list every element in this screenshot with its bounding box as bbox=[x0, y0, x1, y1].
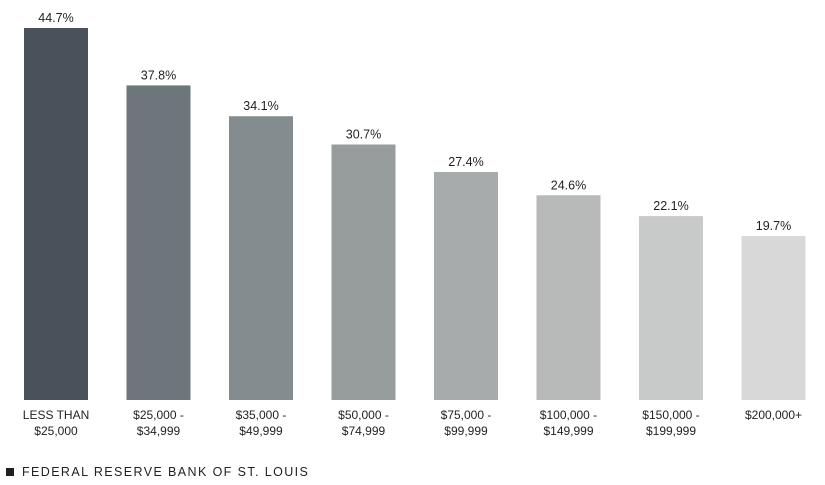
category-label-3: $50,000 - $74,999 bbox=[338, 408, 389, 438]
category-label-line: $99,999 bbox=[444, 424, 488, 438]
category-label-line: $149,999 bbox=[543, 424, 593, 438]
category-label-line: $75,000 - bbox=[441, 408, 492, 422]
category-label-line: $49,999 bbox=[239, 424, 283, 438]
square-bullet-icon bbox=[6, 468, 14, 476]
category-label-line: $199,999 bbox=[646, 424, 696, 438]
category-label-line: $150,000 - bbox=[642, 408, 699, 422]
category-label-line: $74,999 bbox=[342, 424, 386, 438]
category-label-5: $100,000 - $149,999 bbox=[540, 408, 597, 438]
value-labels-group: 44.7% 37.8% 34.1% 30.7% 27.4% 24.6% 22.1% 19.7% bbox=[38, 11, 791, 233]
category-label-line: $200,000+ bbox=[745, 408, 802, 422]
category-label-4: $75,000 - $99,999 bbox=[441, 408, 492, 438]
category-label-2: $35,000 - $49,999 bbox=[236, 408, 287, 438]
category-label-7: $200,000+ bbox=[745, 408, 802, 422]
category-label-line: $25,000 bbox=[34, 424, 78, 438]
bar-6 bbox=[639, 216, 703, 400]
bar-3 bbox=[331, 144, 396, 400]
value-label-1: 37.8% bbox=[141, 68, 176, 82]
value-label-4: 27.4% bbox=[448, 155, 483, 169]
bar-0 bbox=[24, 28, 88, 400]
bar-1 bbox=[126, 85, 191, 400]
category-label-0: LESS THAN $25,000 bbox=[23, 408, 89, 438]
source-footer: FEDERAL RESERVE BANK OF ST. LOUIS bbox=[6, 465, 309, 479]
value-label-0: 44.7% bbox=[38, 11, 73, 25]
value-label-2: 34.1% bbox=[243, 99, 278, 113]
category-label-line: $35,000 - bbox=[236, 408, 287, 422]
category-label-1: $25,000 - $34,999 bbox=[133, 408, 184, 438]
bar-2 bbox=[229, 116, 293, 400]
value-label-5: 24.6% bbox=[551, 178, 586, 192]
value-label-7: 19.7% bbox=[756, 219, 791, 233]
bars-group bbox=[24, 28, 806, 400]
category-label-line: $34,999 bbox=[137, 424, 181, 438]
category-label-line: $50,000 - bbox=[338, 408, 389, 422]
value-label-6: 22.1% bbox=[653, 199, 688, 213]
category-label-line: $100,000 - bbox=[540, 408, 597, 422]
bar-7 bbox=[741, 236, 806, 400]
category-tick-labels-group: LESS THAN $25,000 $25,000 - $34,999 $35,000 … bbox=[23, 408, 802, 438]
bar-4 bbox=[434, 171, 498, 400]
source-text: FEDERAL RESERVE BANK OF ST. LOUIS bbox=[22, 465, 310, 479]
category-label-6: $150,000 - $199,999 bbox=[642, 408, 699, 438]
bar-5 bbox=[536, 195, 601, 400]
category-label-line: $25,000 - bbox=[133, 408, 184, 422]
income-bar-chart: 44.7% 37.8% 34.1% 30.7% 27.4% 24.6% 22.1% 19.7%… bbox=[23, 11, 806, 438]
value-label-3: 30.7% bbox=[346, 128, 381, 142]
category-label-line: LESS THAN bbox=[23, 408, 89, 422]
